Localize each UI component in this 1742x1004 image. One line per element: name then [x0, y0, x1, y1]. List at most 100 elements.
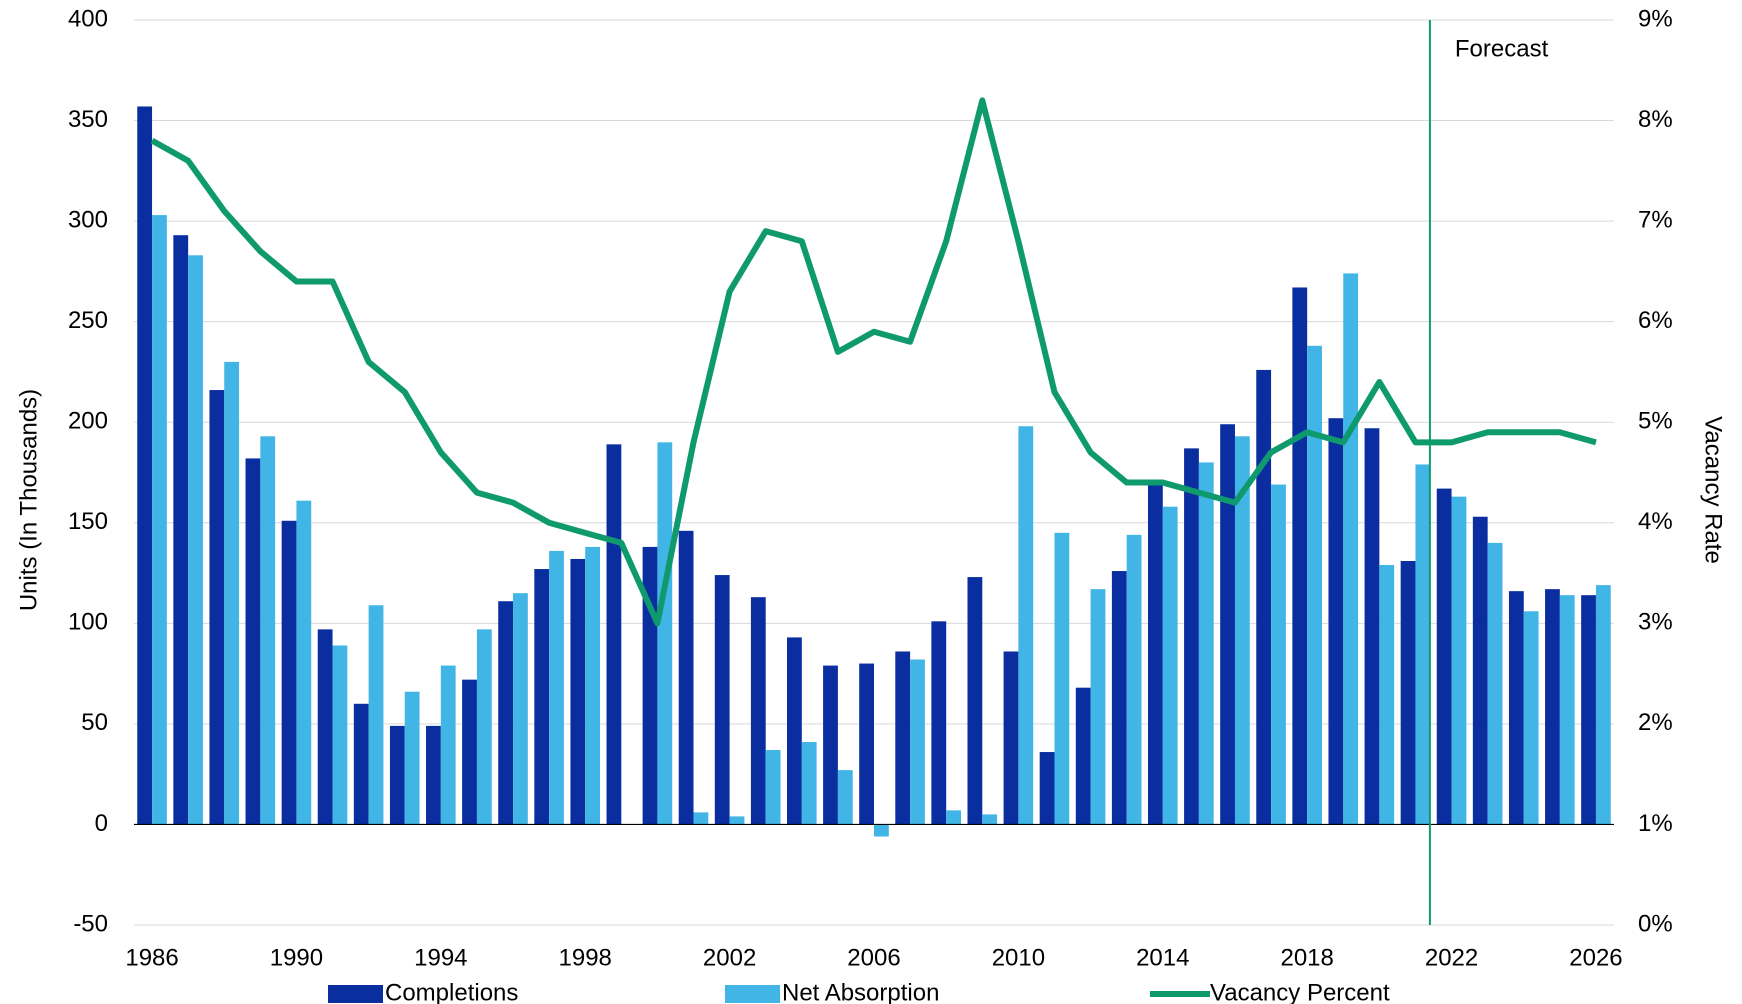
- y-tick-label: 50: [81, 709, 108, 736]
- bar: [1472, 516, 1488, 825]
- y2-tick-label: 2%: [1638, 709, 1673, 736]
- bar: [967, 577, 983, 825]
- legend-label: Net Absorption: [782, 979, 939, 1004]
- y2-tick-label: 6%: [1638, 307, 1673, 334]
- bar: [874, 824, 889, 837]
- bar: [1147, 484, 1163, 825]
- bar: [1581, 595, 1596, 825]
- bar: [787, 637, 802, 825]
- bar: [982, 814, 998, 825]
- bar: [245, 458, 261, 825]
- bar: [1126, 534, 1142, 825]
- bar: [1379, 565, 1395, 825]
- bar: [476, 629, 492, 825]
- bar: [931, 621, 947, 825]
- bar: [1328, 418, 1344, 825]
- bar: [1162, 506, 1178, 825]
- bar: [895, 651, 911, 825]
- bar: [1234, 436, 1250, 825]
- bar: [1364, 428, 1380, 825]
- bar: [426, 725, 441, 825]
- bar: [946, 810, 961, 825]
- bar: [1487, 542, 1503, 825]
- bar: [765, 750, 781, 825]
- bar: [152, 215, 167, 825]
- x-tick-label: 2018: [1280, 944, 1333, 971]
- bar: [549, 550, 564, 825]
- bar: [462, 679, 477, 825]
- y2-tick-label: 5%: [1638, 408, 1673, 435]
- bar: [1256, 369, 1272, 825]
- bar: [1039, 752, 1055, 825]
- bar: [1111, 571, 1127, 825]
- x-tick-label: 2006: [847, 944, 900, 971]
- bar: [1220, 424, 1235, 825]
- bar: [260, 436, 276, 825]
- bar: [389, 725, 405, 825]
- legend-label: Vacancy Percent: [1210, 979, 1390, 1004]
- bar: [317, 629, 333, 825]
- bar: [1343, 273, 1359, 825]
- x-tick-label: 2002: [703, 944, 756, 971]
- x-tick-label: 1990: [270, 944, 323, 971]
- bar: [1559, 595, 1575, 825]
- x-tick-label: 1998: [559, 944, 612, 971]
- bar: [910, 659, 925, 825]
- bar: [1451, 496, 1467, 825]
- bar: [1400, 560, 1416, 825]
- bar: [1018, 426, 1034, 825]
- bar: [1090, 589, 1106, 825]
- bar: [173, 235, 189, 825]
- bar: [513, 593, 528, 825]
- y2-tick-label: 9%: [1638, 5, 1673, 32]
- legend-swatch: [725, 985, 780, 1003]
- bar: [570, 558, 586, 825]
- bar: [137, 106, 153, 825]
- bar: [1198, 462, 1214, 825]
- y-axis-label: Units (In Thousands): [15, 389, 42, 611]
- y2-axis-label: Vacancy Rate: [1700, 416, 1727, 564]
- bar: [224, 361, 240, 825]
- bar: [498, 601, 514, 825]
- bar: [1184, 448, 1199, 825]
- bar: [1595, 585, 1611, 825]
- bar: [693, 812, 709, 825]
- vacancy-line: [150, 97, 1597, 627]
- bar: [1292, 287, 1308, 825]
- y2-tick-label: 7%: [1638, 206, 1673, 233]
- bar: [859, 663, 874, 825]
- bar: [1436, 488, 1452, 825]
- x-tick-label: 2014: [1136, 944, 1189, 971]
- y-tick-label: 100: [68, 609, 108, 636]
- bar: [729, 816, 745, 825]
- y-tick-label: 250: [68, 307, 108, 334]
- y2-tick-label: 0%: [1638, 910, 1673, 937]
- bar: [188, 255, 203, 825]
- bar: [750, 597, 766, 825]
- bar: [1003, 651, 1019, 825]
- bar: [1508, 591, 1524, 825]
- bar: [837, 770, 853, 825]
- bar: [1271, 484, 1286, 825]
- legend-swatch: [328, 985, 383, 1003]
- y-tick-label: 300: [68, 206, 108, 233]
- y-tick-label: 200: [68, 408, 108, 435]
- bar: [368, 605, 384, 825]
- x-tick-label: 2026: [1569, 944, 1622, 971]
- bar: [281, 520, 297, 825]
- legend-label: Completions: [385, 979, 518, 1004]
- bar: [404, 691, 420, 825]
- annotation: Forecast: [1455, 35, 1549, 62]
- y-tick-label: 350: [68, 106, 108, 133]
- bar: [657, 442, 673, 825]
- bar: [534, 569, 550, 825]
- bar: [1523, 611, 1539, 825]
- y-tick-label: 400: [68, 5, 108, 32]
- bar: [1075, 687, 1091, 825]
- bar: [332, 645, 348, 825]
- bar: [1307, 345, 1322, 825]
- bar: [1545, 589, 1560, 825]
- bar: [678, 530, 694, 825]
- x-tick-label: 2022: [1425, 944, 1478, 971]
- bar: [606, 444, 622, 825]
